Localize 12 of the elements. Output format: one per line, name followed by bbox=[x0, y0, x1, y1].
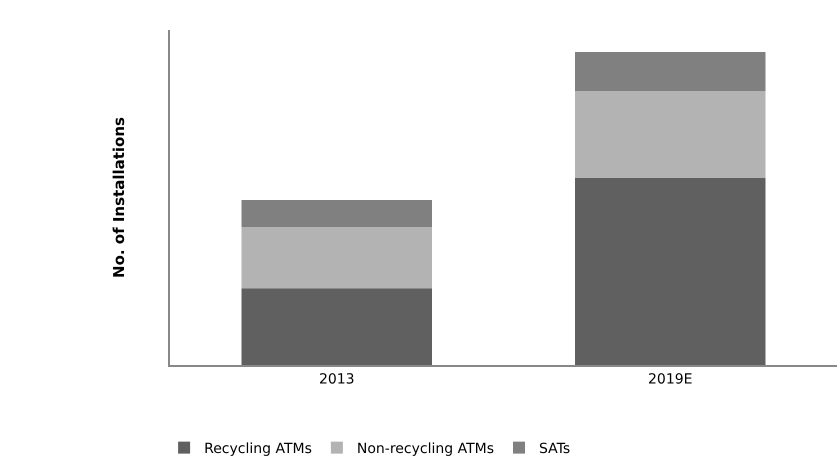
bar bbox=[242, 227, 432, 289]
bar bbox=[575, 178, 766, 365]
bar bbox=[242, 288, 432, 365]
bar bbox=[575, 52, 766, 92]
legend-label: SATs bbox=[539, 441, 570, 458]
bar bbox=[575, 91, 766, 178]
x-tick-label: 2019E bbox=[648, 372, 692, 388]
legend-label: Recycling ATMs bbox=[204, 441, 312, 458]
y-axis-title: No. of Installations bbox=[110, 116, 128, 278]
legend-label: Non-recycling ATMs bbox=[356, 441, 494, 458]
bar bbox=[242, 200, 432, 228]
x-tick-label: 2013 bbox=[318, 372, 355, 388]
